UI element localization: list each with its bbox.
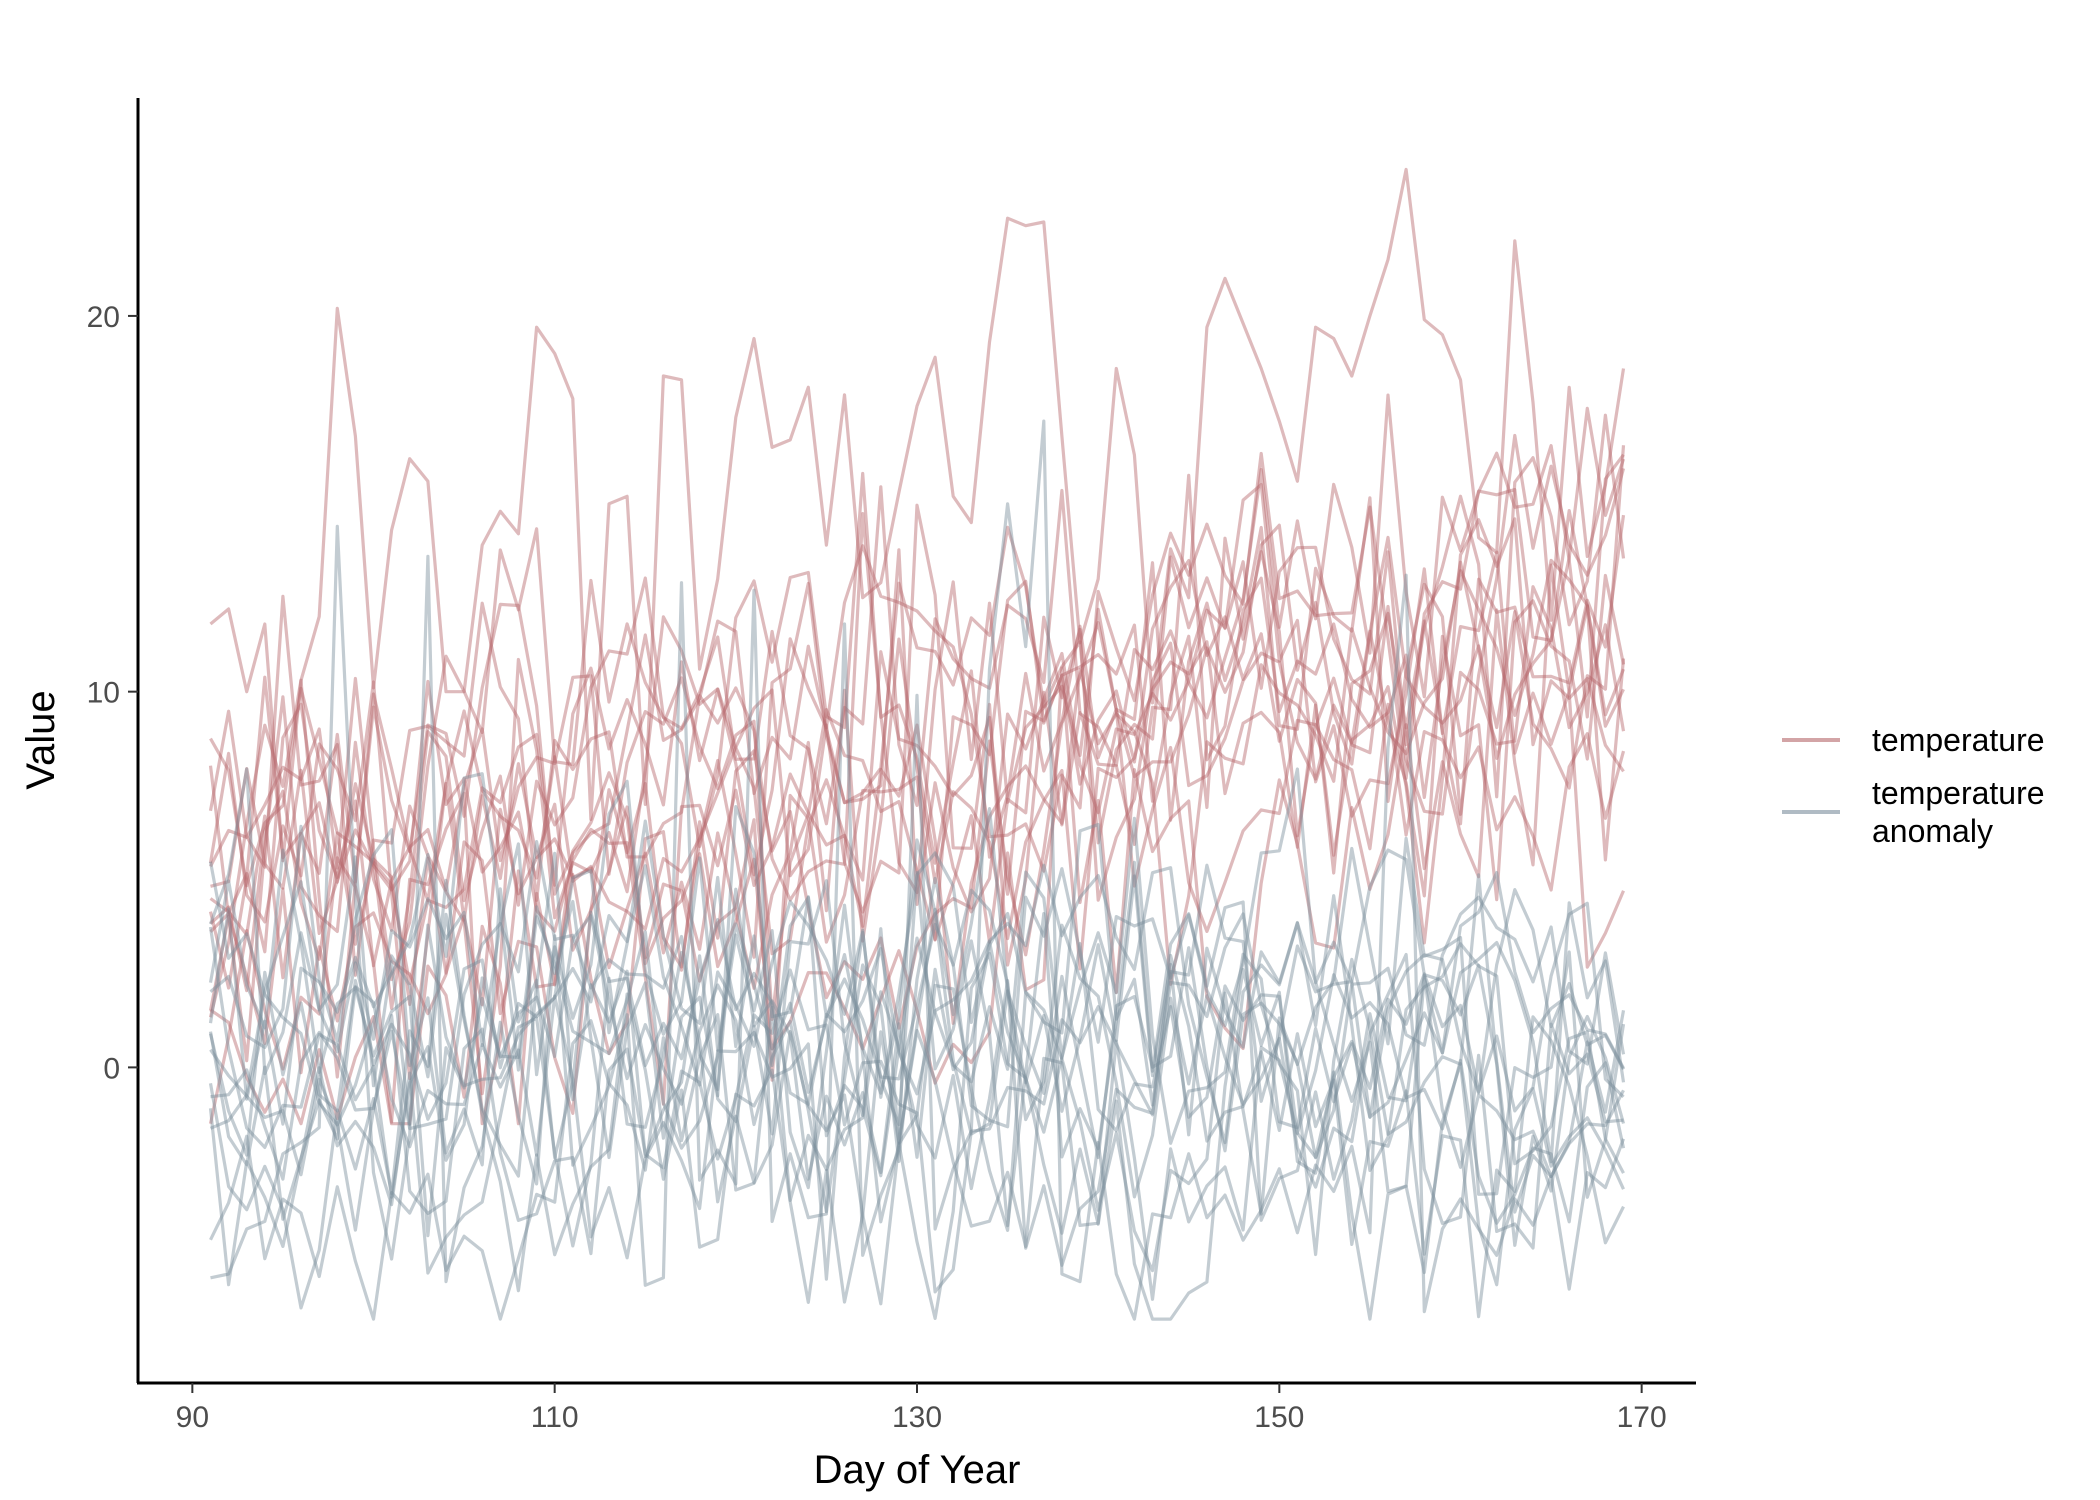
series-line <box>208 819 1625 1178</box>
y-axis-ticks: 0 10 20 <box>87 301 138 1085</box>
series-line <box>208 878 1626 1310</box>
series-line <box>208 772 1626 1247</box>
y-tick-label: 20 <box>87 301 120 334</box>
series-line <box>208 621 1626 1126</box>
series-line <box>208 860 1626 1281</box>
series-line <box>208 950 1625 1319</box>
series-line <box>208 509 1626 1096</box>
series-line <box>208 876 1624 1250</box>
series-line <box>209 393 1625 982</box>
x-tick-label: 110 <box>531 1401 579 1434</box>
series-line <box>208 433 1626 1010</box>
legend: temperature temperature anomaly <box>1782 722 2045 849</box>
y-tick-label: 0 <box>103 1052 120 1085</box>
series-line <box>209 952 1625 1321</box>
series-line <box>208 483 1625 1079</box>
x-tick-label: 130 <box>892 1401 942 1434</box>
series-line <box>208 445 1626 977</box>
series-line <box>210 779 1626 1181</box>
series-line <box>209 514 1626 1021</box>
x-axis-title: Day of Year <box>814 1448 1021 1492</box>
series-line <box>209 167 1626 863</box>
series-line <box>209 563 1625 1126</box>
series-line <box>210 536 1626 1106</box>
x-tick-label: 170 <box>1617 1401 1667 1434</box>
x-axis-ticks: 90 110 130 150 170 <box>176 1383 1667 1434</box>
series-line <box>209 413 1626 980</box>
series-line <box>210 419 1626 1321</box>
legend-label: temperature <box>1872 775 2045 811</box>
series-line <box>208 767 1626 1238</box>
series-line <box>209 873 1625 1294</box>
series-line <box>208 473 1625 1081</box>
series-line <box>209 836 1626 1273</box>
y-tick-label: 10 <box>87 677 120 710</box>
series-line <box>208 807 1625 1178</box>
series-line <box>209 517 1625 1007</box>
legend-label: anomaly <box>1872 813 1993 849</box>
legend-label: temperature <box>1872 722 2045 758</box>
series-temperature <box>208 167 1626 1126</box>
y-axis-title: Value <box>19 690 63 789</box>
series-lines <box>208 167 1626 1321</box>
series-line <box>209 406 1626 986</box>
x-tick-label: 90 <box>176 1401 209 1434</box>
x-tick-label: 150 <box>1254 1401 1304 1434</box>
series-temperature-anomaly <box>208 419 1626 1321</box>
series-line <box>208 573 1626 1115</box>
series-line <box>209 824 1625 1194</box>
series-line <box>208 767 1625 1145</box>
